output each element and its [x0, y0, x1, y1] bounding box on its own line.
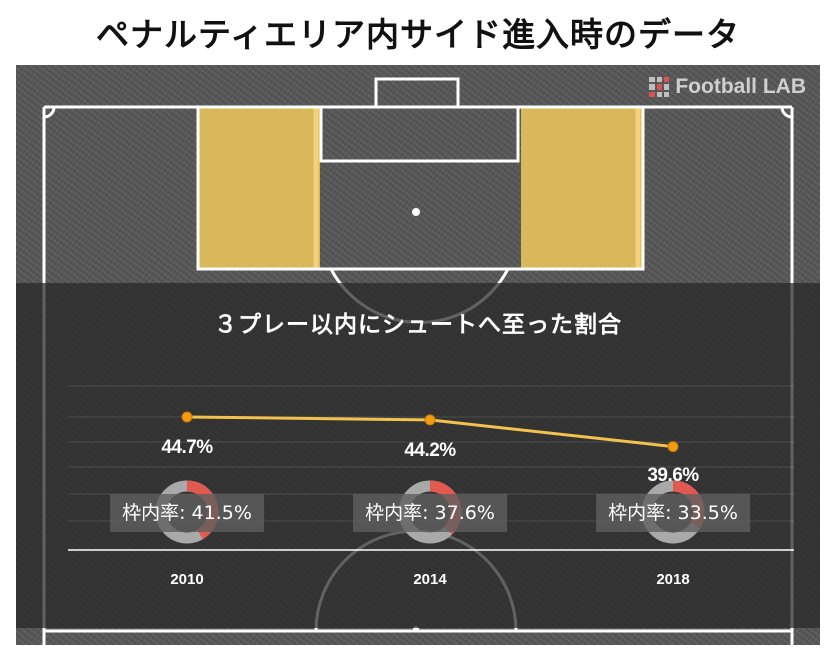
on-target-value: 41.5% — [191, 502, 252, 524]
right-side-zone — [521, 107, 643, 269]
pitch-lines — [42, 77, 794, 645]
brand-grid-icon — [649, 77, 670, 97]
on-target-value: 33.5% — [677, 502, 738, 524]
point-2014 — [424, 414, 436, 426]
on-target-caption: 枠内率: — [122, 502, 186, 524]
page-title: ペナルティエリア内サイド進入時のデータ — [95, 15, 741, 54]
value-label-2018: 39.6% — [647, 465, 699, 486]
value-label-2014: 44.2% — [404, 440, 456, 461]
on-target-rate-2010: 枠内率: 41.5% — [110, 494, 264, 532]
x-tick-2018: 2018 — [656, 571, 690, 588]
left-side-zone — [198, 107, 320, 269]
on-target-caption: 枠内率: — [365, 502, 429, 524]
point-2018 — [667, 441, 679, 453]
on-target-rate-2018: 枠内率: 33.5% — [596, 494, 750, 532]
value-label-2010: 44.7% — [161, 437, 213, 458]
markers — [181, 411, 679, 453]
point-2010 — [181, 411, 193, 423]
x-tick-2014: 2014 — [413, 571, 447, 588]
on-target-caption: 枠内率: — [608, 502, 672, 524]
x-tick-2010: 2010 — [170, 571, 204, 588]
chart-title: ３プレー以内にシュートへ至った割合 — [214, 312, 622, 338]
chart-panel: ３プレー以内にシュートへ至った割合 44.7% 44.2% 39.6% 枠内率:… — [16, 283, 820, 628]
on-target-rate-2014: 枠内率: 37.6% — [353, 494, 507, 532]
brand-logo: Football LAB — [649, 73, 806, 101]
on-target-value: 37.6% — [434, 502, 495, 524]
brand-name: Football LAB — [675, 75, 806, 98]
